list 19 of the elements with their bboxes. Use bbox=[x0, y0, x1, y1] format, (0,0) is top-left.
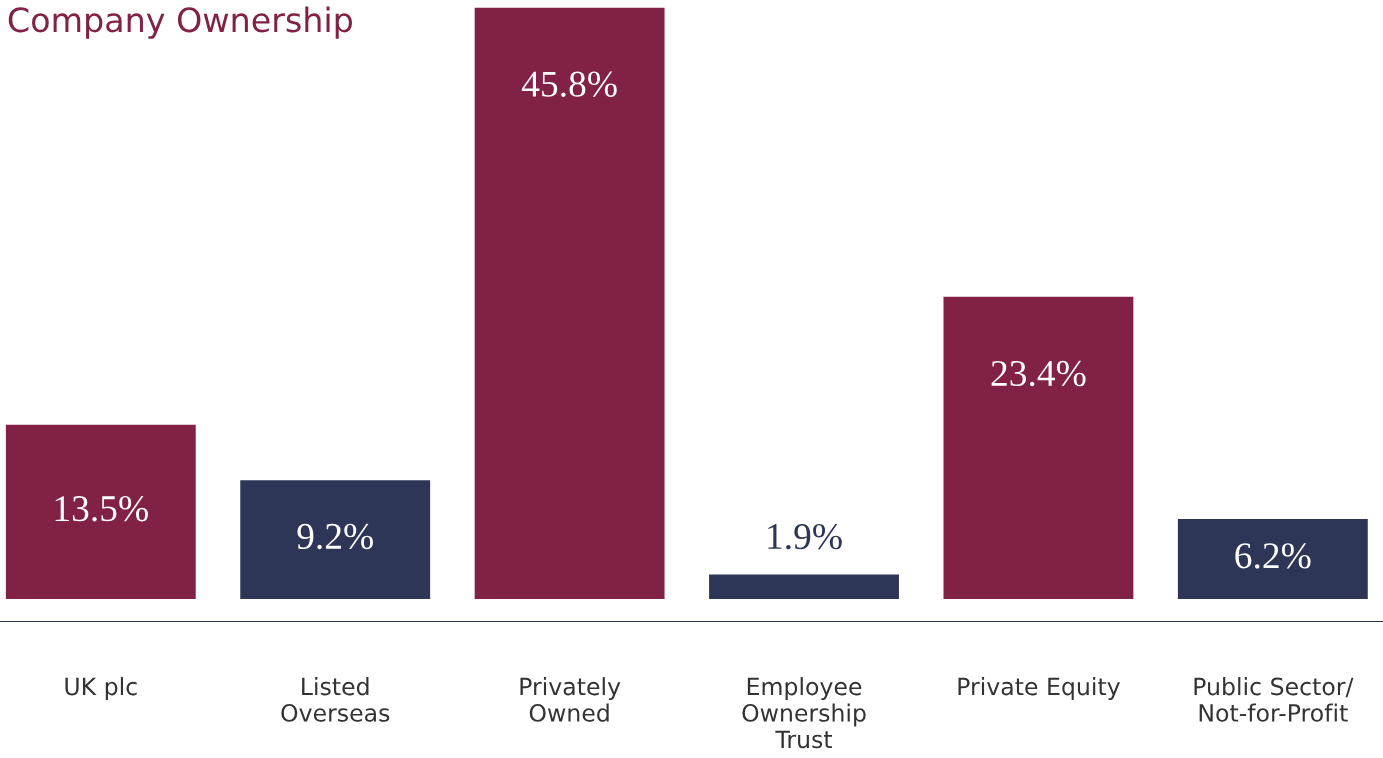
bar bbox=[709, 574, 899, 600]
bar bbox=[474, 7, 665, 600]
data-label: 45.8% bbox=[521, 71, 617, 97]
x-tick-label: Privately Owned bbox=[520, 677, 621, 722]
x-tick-label: Listed Overseas bbox=[281, 677, 390, 722]
data-label: 23.4% bbox=[991, 360, 1086, 387]
data-label: 9.2% bbox=[297, 523, 373, 550]
chart-title: Company Ownership bbox=[8, 6, 353, 39]
x-tick-label: Employee Ownership Trust bbox=[742, 677, 866, 749]
data-label: 1.9% bbox=[768, 523, 842, 550]
x-tick-label: UK plc bbox=[65, 677, 137, 700]
bar bbox=[5, 424, 196, 600]
x-tick-label: Public Sector/ Not-for-Profit bbox=[1194, 677, 1354, 722]
x-tick-label: Private Equity bbox=[958, 677, 1120, 700]
data-label: 13.5% bbox=[55, 495, 148, 522]
data-label: 6.2% bbox=[1235, 543, 1311, 569]
bar bbox=[1177, 519, 1368, 600]
bar bbox=[943, 296, 1134, 600]
bar bbox=[240, 480, 431, 600]
